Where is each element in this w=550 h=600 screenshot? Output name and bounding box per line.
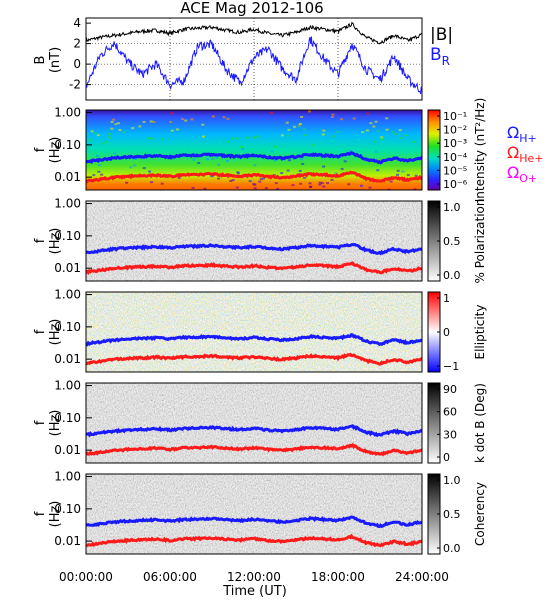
x-tick-label: 06:00:00 [143, 570, 197, 584]
colorbar-tick-label: 90 [443, 383, 457, 396]
freq-ylabel: f [33, 420, 48, 425]
o-plus-line [86, 374, 422, 383]
b-ytick-label: 2 [73, 37, 81, 51]
heatmap-panel-4: 1.000.100.01f (Hz)9060300 k dot B (Deg) [33, 379, 487, 475]
bmag-legend: |B| [430, 25, 453, 45]
b-ytick-label: 4 [73, 16, 81, 30]
colorbar-tick-label: 0.5 [443, 235, 461, 248]
freq-ylabel: f [33, 238, 48, 243]
colorbar-4 [428, 383, 440, 463]
x-tick-label: 24:00:00 [395, 570, 449, 584]
colorbar-tick-label: 10⁻³ [443, 137, 467, 150]
freq-ylabel: f [33, 147, 48, 152]
colorbar-tick-label: 10⁻¹ [443, 110, 467, 123]
colorbar-tick-label: 0 [443, 451, 450, 464]
freq-ytick-label: 1.00 [54, 288, 81, 302]
freq-ytick-label: 0.01 [54, 261, 81, 275]
b-ytick-label: -2 [69, 78, 81, 92]
freq-ytick-label: 1.00 [54, 106, 81, 120]
b-yunit: (nT) [48, 47, 63, 73]
o-plus-line [86, 465, 422, 475]
intensity-spectrogram [86, 110, 422, 190]
colorbar-tick-label: 60 [443, 406, 457, 419]
colorbar-label: Ellipticity [473, 305, 487, 360]
heatmap-panel-5: 1.000.100.01f (Hz)1.00.50.0Coherency [33, 470, 487, 565]
freq-ytick-label: 0.01 [54, 170, 81, 184]
b-field-panel: 4 2 0 -2 B (nT) |B| BR [33, 16, 453, 100]
freq-ytick-label: 0.01 [54, 352, 81, 366]
colorbar-1 [428, 110, 440, 190]
colorbar-tick-label: 10⁻⁵ [443, 164, 467, 177]
o-plus-line [86, 283, 422, 292]
o-plus-line [86, 556, 422, 565]
freq-ytick-label: 1.00 [54, 197, 81, 211]
freq-ytick-label: 1.00 [54, 379, 81, 393]
br-legend: BR [430, 45, 450, 68]
freq-ytick-label: 0.01 [54, 534, 81, 548]
freq-yunit: (Hz) [48, 228, 63, 255]
x-axis-label: Time (UT) [222, 584, 287, 599]
o-plus-line [86, 192, 422, 201]
colorbar-label: Intensity (nT²/Hz) [473, 98, 487, 203]
colorbar-tick-label: 0.0 [443, 542, 461, 555]
heatmap-panel-2: 1.000.100.01f (Hz)1.00.50.0% Polarization [33, 197, 487, 292]
colorbar-label: % Polarization [473, 199, 487, 284]
h-plus-label: ΩH+ [507, 123, 537, 145]
freq-yunit: (Hz) [48, 319, 63, 346]
colorbar-tick-label: 0.5 [443, 508, 461, 521]
colorbar-tick-label: 10⁻⁶ [443, 178, 468, 191]
x-tick-label: 12:00:00 [227, 570, 281, 584]
heatmap-panel-3: 1.000.100.01f (Hz)10−1Ellipticity [33, 288, 487, 384]
gyrofrequency-legend: ΩH+ ΩHe+ ΩO+ [507, 123, 544, 185]
b-ylabel: B [33, 56, 48, 65]
colorbar-tick-label: 10⁻⁴ [443, 151, 468, 164]
colorbar-tick-label: 1 [443, 292, 450, 305]
colorbar-tick-label: −1 [443, 360, 459, 373]
freq-ylabel: f [33, 511, 48, 516]
freq-ytick-label: 1.00 [54, 470, 81, 484]
figure-title: ACE Mag 2012-106 [180, 0, 323, 17]
heatmap-panel-1: 1.000.100.01f (Hz)10⁻¹10⁻²10⁻³10⁻⁴10⁻⁵10⁻… [33, 98, 487, 203]
colorbar-label: k dot B (Deg) [473, 383, 487, 463]
freq-ylabel: f [33, 329, 48, 334]
colorbar-tick-label: 10⁻² [443, 124, 467, 137]
colorbar-label: Coherency [473, 482, 487, 546]
b-ytick-label: 0 [73, 57, 81, 71]
colorbar-tick-label: 0 [443, 326, 450, 339]
x-tick-label: 18:00:00 [311, 570, 365, 584]
freq-yunit: (Hz) [48, 137, 63, 164]
colorbar-tick-label: 30 [443, 428, 457, 441]
freq-yunit: (Hz) [48, 501, 63, 528]
he-plus-label: ΩHe+ [507, 143, 544, 165]
spectrogram-2 [86, 201, 422, 281]
colorbar-tick-label: 1.0 [443, 474, 461, 487]
colorbar-tick-label: 1.0 [443, 201, 461, 214]
o-plus-label: ΩO+ [507, 163, 537, 185]
colorbar-tick-label: 0.0 [443, 269, 461, 282]
x-tick-label: 00:00:00 [59, 570, 113, 584]
freq-yunit: (Hz) [48, 410, 63, 437]
freq-ytick-label: 0.01 [54, 443, 81, 457]
